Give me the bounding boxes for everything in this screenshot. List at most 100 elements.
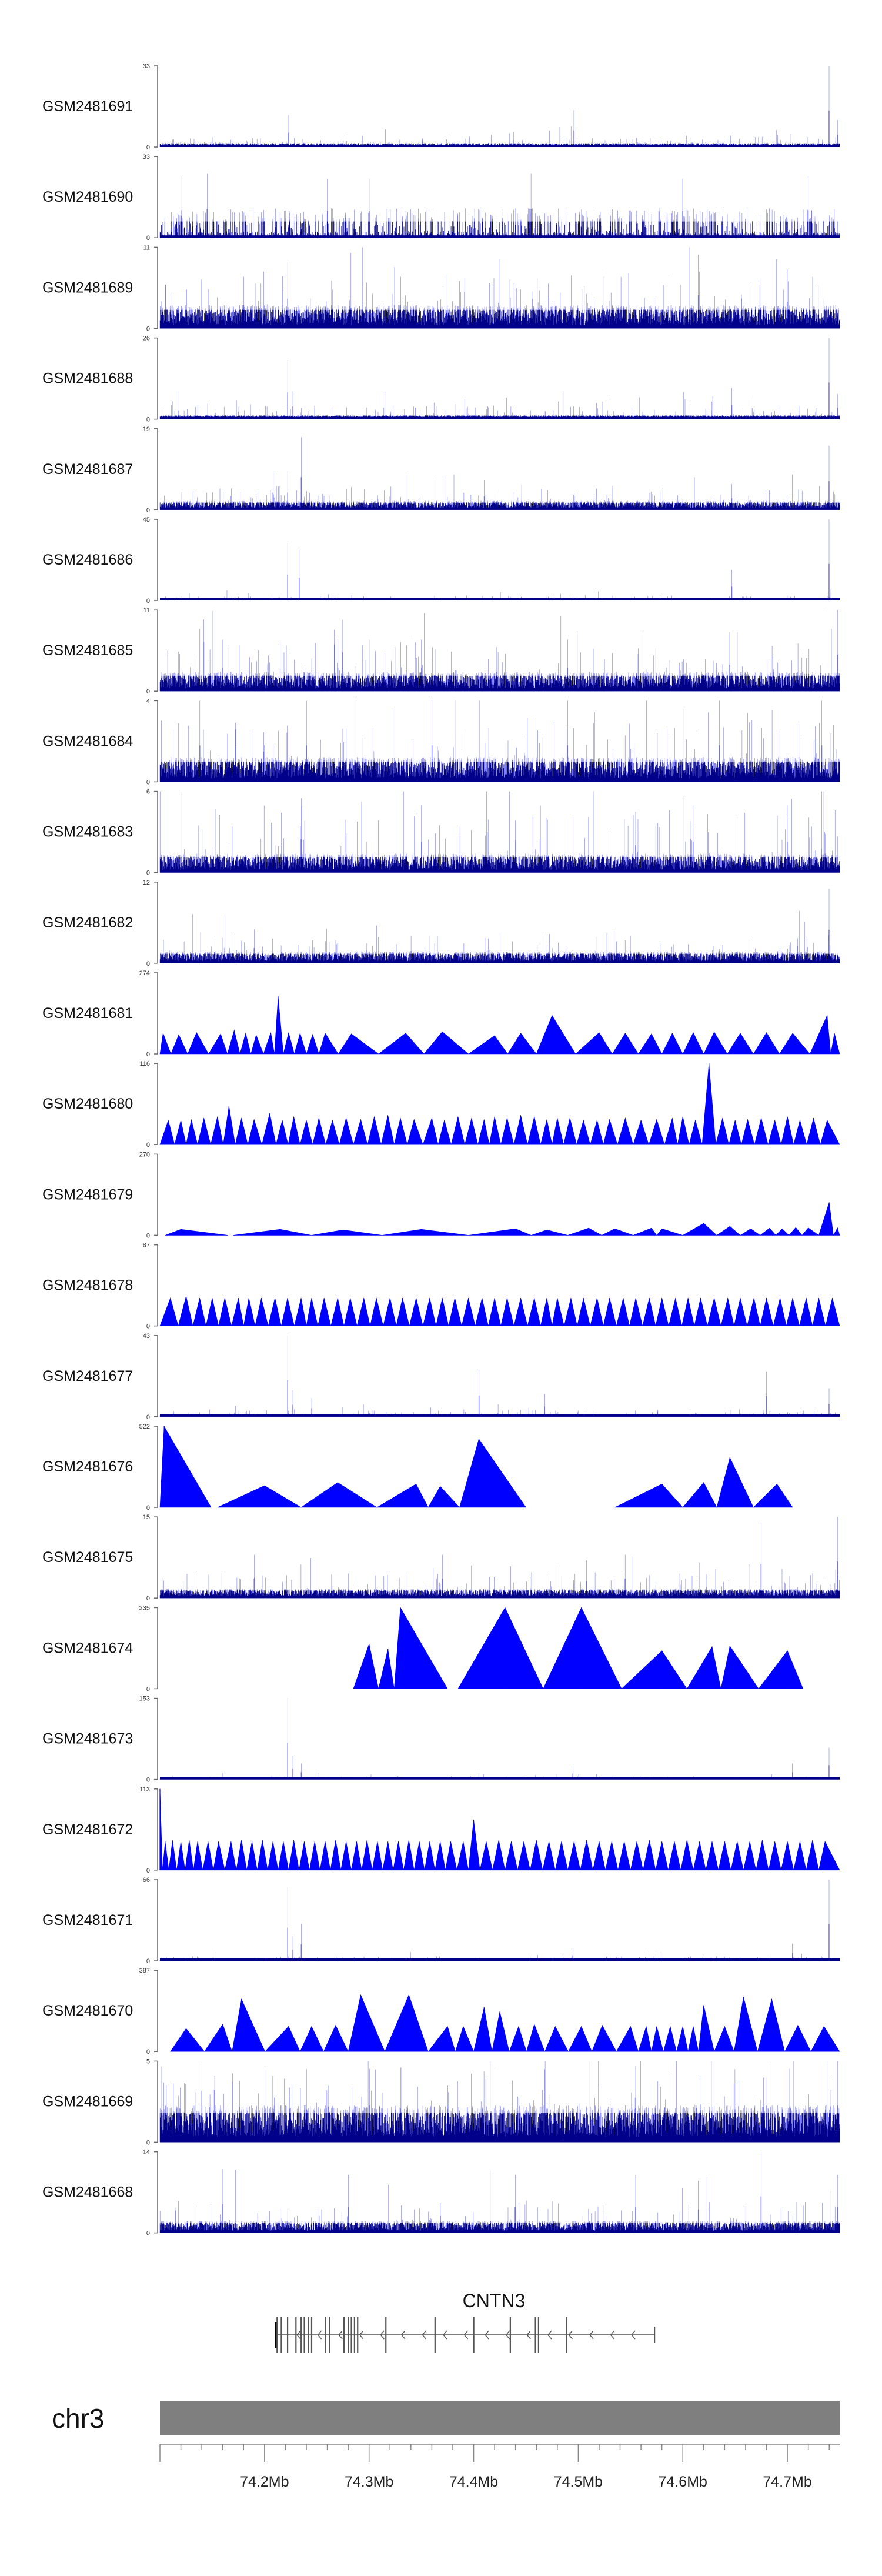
gene-exon [385,2317,387,2353]
gene-exon [303,2317,305,2353]
track-label: GSM2481675 [42,1549,133,1566]
signal-baseline [160,870,840,873]
signal-baseline [160,235,840,238]
track-label: GSM2481668 [42,2184,133,2201]
gene-exon [308,2317,309,2353]
signal-bars [159,1880,840,1961]
y-max-tick-label: 153 [139,1696,150,1703]
gene-exon [280,2317,282,2353]
track-GSM2481685: GSM2481685 11 0 [42,607,840,695]
signal-bars [159,889,840,963]
track-label: GSM2481689 [42,279,133,296]
y-max-tick-label: 26 [143,335,150,342]
y-max-tick-label: 116 [139,1060,150,1067]
y-max-tick-label: 522 [139,1423,150,1430]
track-label: GSM2481669 [42,2093,133,2110]
track-label: GSM2481673 [42,1731,133,1747]
gene-exon [286,2317,289,2353]
y-max-tick-label: 6 [146,789,150,796]
signal-baseline [160,2140,840,2143]
y-min-tick-label: 0 [146,2230,150,2237]
genome-axis-tick-label: 74.3Mb [345,2474,393,2490]
signal-area [353,1607,804,1689]
y-min-tick-label: 0 [146,507,150,514]
y-min-tick-label: 0 [146,325,150,332]
track-GSM2481686: GSM2481686 45 0 [42,516,840,605]
y-max-tick-label: 33 [143,154,150,161]
signal-bars [159,519,840,600]
strand-arrow [505,2330,510,2340]
track-label: GSM2481688 [42,371,133,387]
gene-exon [566,2317,568,2353]
y-min-tick-label: 0 [146,1323,150,1330]
signal-bars [159,1698,840,1780]
strand-arrow [526,2330,531,2340]
track-GSM2481691: GSM2481691 33 0 [42,63,840,151]
gene-exon [350,2317,352,2353]
gene-exon [357,2317,359,2353]
strand-arrow [296,2330,301,2340]
tracks-layer: GSM2481691330GSM2481690330GSM2481689110G… [42,63,840,2237]
genome-axis-tick-label: 74.4Mb [449,2474,498,2490]
track-label: GSM2481677 [42,1368,133,1384]
signal-core [159,675,840,692]
y-min-tick-label: 0 [146,1867,150,1874]
track-label: GSM2481670 [42,2003,133,2019]
track-GSM2481689: GSM2481689 11 0 [42,244,840,332]
y-min-tick-label: 0 [146,144,150,151]
y-min-tick-label: 0 [146,2139,150,2146]
gene-exon [348,2317,349,2353]
strand-arrow [485,2330,489,2340]
y-min-tick-label: 0 [146,235,150,242]
gene-exon [300,2317,302,2353]
gene-exon [509,2317,511,2353]
signal-area [159,1425,793,1508]
strand-arrow [631,2330,636,2340]
track-GSM2481672: GSM2481672 113 0 [42,1786,840,1874]
strand-arrow [380,2330,385,2340]
y-min-tick-label: 0 [146,1686,150,1693]
y-max-tick-label: 11 [143,244,150,251]
signal-bars [159,1335,840,1417]
signal-bars [159,1517,840,1599]
track-label: GSM2481679 [42,1186,133,1203]
y-max-tick-label: 45 [143,516,150,523]
signal-area [159,1788,840,1871]
signal-baseline [160,689,840,692]
track-label: GSM2481683 [42,824,133,840]
signal-baseline [160,960,840,963]
y-max-tick-label: 14 [143,2149,150,2156]
track-GSM2481681: GSM2481681 274 0 [42,970,840,1058]
track-GSM2481677: GSM2481677 43 0 [42,1333,840,1421]
strand-arrow [463,2330,469,2340]
signal-core [159,2113,840,2143]
track-label: GSM2481672 [42,1821,133,1838]
y-min-tick-label: 0 [146,1595,150,1602]
track-label: GSM2481691 [42,98,133,115]
track-GSM2481684: GSM2481684 4 0 [42,698,840,786]
y-min-tick-label: 0 [146,688,150,695]
track-label: GSM2481674 [42,1640,133,1656]
signal-core [159,762,840,782]
signal-core [159,309,840,329]
y-min-tick-label: 0 [146,1958,150,1965]
strand-arrow [422,2330,426,2340]
track-label: GSM2481682 [42,915,133,931]
track-GSM2481690: GSM2481690 33 0 [42,154,840,242]
signal-baseline [160,1777,840,1780]
track-GSM2481687: GSM2481687 19 0 [42,426,840,514]
strand-arrow [400,2330,406,2340]
track-label: GSM2481681 [42,1005,133,1022]
y-max-tick-label: 235 [139,1604,150,1611]
track-GSM2481669: GSM2481669 5 0 [42,2058,840,2146]
y-max-tick-label: 387 [139,1967,150,1974]
track-label: GSM2481676 [42,1459,133,1475]
y-min-tick-label: 0 [146,598,150,605]
signal-baseline [160,416,840,419]
gene-exon [534,2317,536,2353]
signal-area [165,1202,840,1236]
gene-exon [343,2317,345,2353]
y-max-tick-label: 113 [139,1786,150,1793]
signal-area [159,1296,840,1326]
y-max-tick-label: 11 [143,607,150,614]
